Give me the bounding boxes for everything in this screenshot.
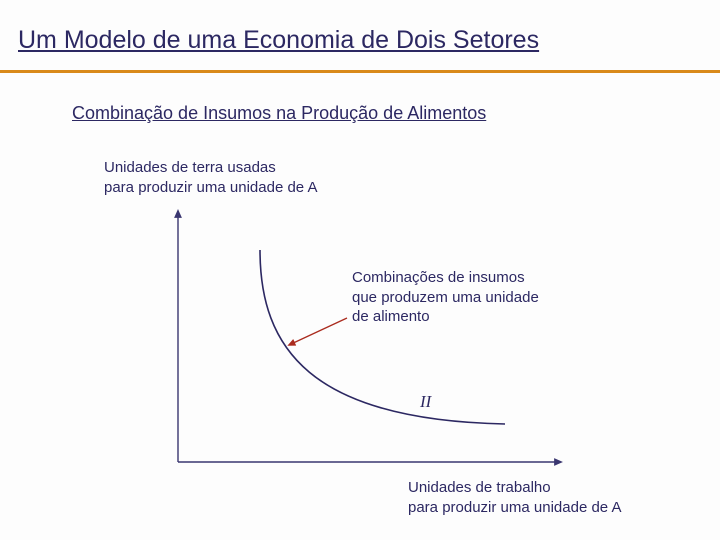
- annotation-arrow: [289, 318, 347, 345]
- isoquant-curve: [260, 250, 505, 424]
- chart-canvas: [0, 0, 720, 540]
